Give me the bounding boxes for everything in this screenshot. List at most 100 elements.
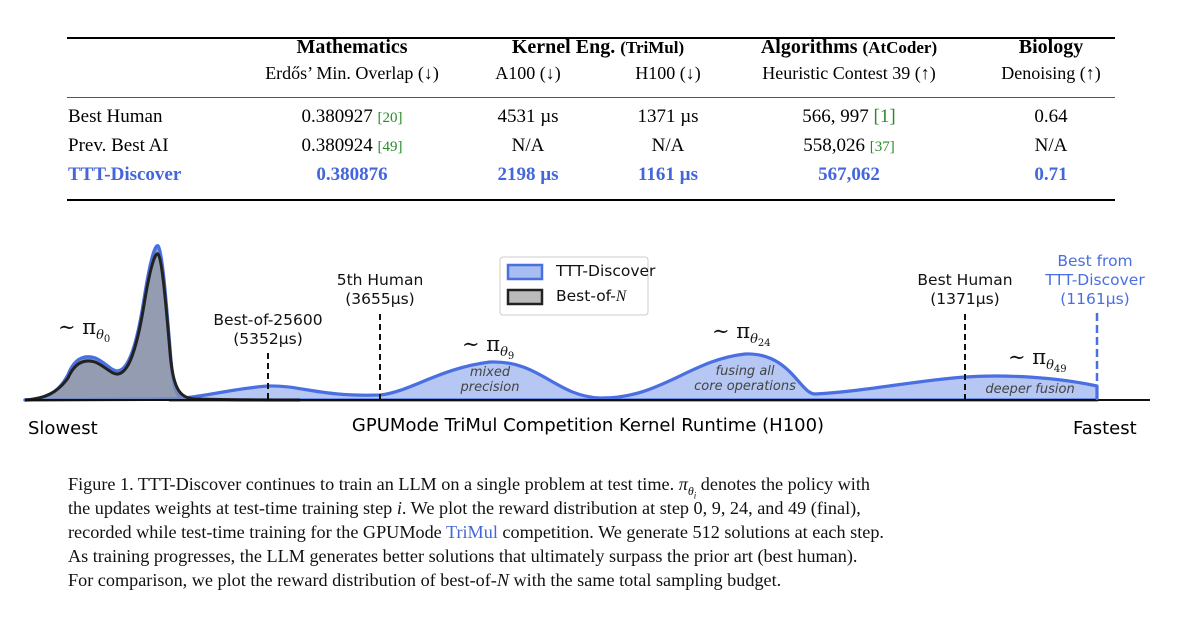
policy-theta: θ bbox=[1046, 358, 1054, 373]
note-line: core operations bbox=[694, 379, 796, 394]
axis-title: GPUMode TriMul Competition Kernel Runtim… bbox=[351, 415, 825, 436]
caption-line: For comparison, we plot the reward distr… bbox=[68, 570, 781, 591]
group-title: Kernel Eng. bbox=[511, 36, 616, 58]
table-cell: N/A bbox=[511, 135, 545, 156]
column-header: A100 (↓) bbox=[495, 63, 561, 83]
legend-var: N bbox=[615, 288, 627, 305]
group-header-mathematics: Mathematics bbox=[296, 36, 407, 59]
marker-label-line: Best from bbox=[1057, 252, 1133, 270]
table-mid-rule bbox=[67, 97, 1115, 98]
group-header-algorithms: Algorithms (AtCoder) bbox=[761, 36, 937, 59]
table-cell: 0.380924 [49] bbox=[302, 135, 403, 157]
caption-text: denotes the policy with bbox=[696, 474, 870, 494]
policy-label-step49: ∼ πθ49 bbox=[1008, 345, 1067, 375]
legend-text: Best-of- bbox=[556, 287, 616, 305]
note-line: mixed bbox=[469, 365, 511, 380]
cell-value: 0.380924 bbox=[301, 135, 373, 156]
caption-text: Figure 1. TTT-Discover continues to trai… bbox=[68, 474, 679, 494]
group-suffix: (AtCoder) bbox=[862, 38, 938, 57]
column-header: Denoising (↑) bbox=[1001, 63, 1101, 83]
marker-label-line: (5352µs) bbox=[233, 330, 303, 348]
caption-math: i bbox=[693, 490, 697, 501]
marker-label-line: TTT-Discover bbox=[1045, 271, 1145, 289]
citation-link[interactable]: [20] bbox=[377, 110, 403, 126]
caption-line: As training progresses, the LLM generate… bbox=[68, 546, 858, 566]
best-of-n-curve bbox=[24, 252, 301, 402]
note-deeper-fusion: deeper fusion bbox=[985, 382, 1074, 397]
note-line: deeper fusion bbox=[985, 382, 1075, 397]
citation-link[interactable]: [1] bbox=[873, 106, 896, 127]
caption-line: Figure 1. TTT-Discover continues to trai… bbox=[68, 474, 870, 500]
legend-swatch-best-of-n bbox=[506, 288, 544, 306]
group-suffix: (TriMul) bbox=[620, 38, 685, 57]
caption-math: π bbox=[678, 474, 688, 494]
table-cell: 567,062 bbox=[818, 164, 880, 185]
caption-math: θ bbox=[687, 483, 694, 498]
row-label: TTT-Discover bbox=[68, 164, 182, 185]
policy-symbol: ∼ π bbox=[58, 315, 97, 339]
policy-theta: θ bbox=[750, 332, 758, 347]
table-cell: 558,026 [37] bbox=[803, 135, 895, 157]
table-cell: 1161 µs bbox=[637, 164, 699, 185]
policy-symbol: ∼ π bbox=[462, 332, 501, 356]
citation-link[interactable]: [49] bbox=[377, 139, 403, 155]
column-header: Heuristic Contest 39 (↑) bbox=[762, 63, 936, 83]
note-line: precision bbox=[460, 380, 520, 395]
cell-value: 566, 997 bbox=[802, 106, 869, 127]
cell-value: 0.380927 bbox=[301, 106, 373, 127]
policy-step: 0 bbox=[103, 334, 111, 345]
caption-text: For comparison, we plot the reward distr… bbox=[68, 570, 497, 590]
table-cell: 1371 µs bbox=[637, 106, 699, 127]
axis-left-label: Slowest bbox=[28, 418, 98, 439]
cell-value: 558,026 bbox=[803, 135, 865, 156]
caption-math: i bbox=[396, 498, 402, 518]
table-top-rule bbox=[67, 37, 1115, 39]
axis-right-label: Fastest bbox=[1073, 418, 1137, 439]
group-title: Mathematics bbox=[296, 36, 408, 58]
note-fusing: fusing all core operations bbox=[694, 364, 796, 394]
policy-step: 49 bbox=[1053, 364, 1067, 375]
citation-link[interactable]: [37] bbox=[869, 139, 895, 155]
marker-label-line: Best-of-25600 bbox=[213, 311, 323, 329]
caption-text: competition. We generate 512 solutions a… bbox=[497, 522, 884, 542]
distribution-plot bbox=[23, 244, 1150, 402]
marker-label-line: (3655µs) bbox=[345, 290, 415, 308]
trimul-link[interactable]: TriMul bbox=[445, 522, 498, 542]
column-header: Erdős’ Min. Overlap (↓) bbox=[265, 63, 439, 83]
ttt-discover-curve bbox=[168, 352, 1099, 402]
policy-label-step0: ∼ πθ0 bbox=[58, 315, 110, 345]
marker-label-line: Best Human bbox=[917, 271, 1013, 289]
legend-swatch-ttt bbox=[506, 263, 544, 281]
marker-label-line: 5th Human bbox=[336, 271, 424, 289]
marker-label-best-human: Best Human (1371µs) bbox=[917, 271, 1012, 309]
group-title: Biology bbox=[1018, 36, 1084, 58]
note-mixed-precision: mixed precision bbox=[461, 365, 520, 395]
table-cell: 2198 µs bbox=[497, 164, 559, 185]
table-cell: N/A bbox=[1034, 135, 1068, 156]
marker-label-line: (1371µs) bbox=[930, 290, 1000, 308]
marker-label-best-ttt-discover: Best from TTT-Discover (1161µs) bbox=[1045, 252, 1144, 309]
marker-label-line: (1161µs) bbox=[1060, 290, 1130, 308]
group-header-kernel: Kernel Eng. (TriMul) bbox=[512, 36, 684, 59]
caption-text: the updates weights at test-time trainin… bbox=[68, 498, 397, 518]
row-label: Best Human bbox=[68, 106, 163, 127]
caption-text: recorded while test-time training for th… bbox=[68, 522, 446, 542]
note-line: fusing all bbox=[715, 364, 775, 379]
caption-text: with the same total sampling budget. bbox=[508, 570, 782, 590]
table-cell: 0.64 bbox=[1034, 106, 1068, 127]
group-header-biology: Biology bbox=[1019, 36, 1083, 59]
legend-label-best-of-n: Best-of-N bbox=[556, 287, 626, 306]
marker-label-best-of-25600: Best-of-25600 (5352µs) bbox=[213, 311, 322, 349]
policy-step: 24 bbox=[757, 338, 771, 349]
table-cell: 0.380876 bbox=[316, 164, 388, 185]
table-cell: 566, 997 [1] bbox=[802, 106, 895, 128]
policy-symbol: ∼ π bbox=[712, 319, 751, 343]
caption-text: . We plot the reward distribution at ste… bbox=[401, 498, 861, 518]
table-cell: 4531 µs bbox=[497, 106, 559, 127]
table-cell: N/A bbox=[651, 135, 685, 156]
caption-math: N bbox=[496, 570, 509, 590]
policy-label-step9: ∼ πθ9 bbox=[462, 332, 514, 362]
policy-label-step24: ∼ πθ24 bbox=[712, 319, 771, 349]
marker-label-fifth-human: 5th Human (3655µs) bbox=[337, 271, 424, 309]
table-cell: 0.71 bbox=[1034, 164, 1068, 185]
